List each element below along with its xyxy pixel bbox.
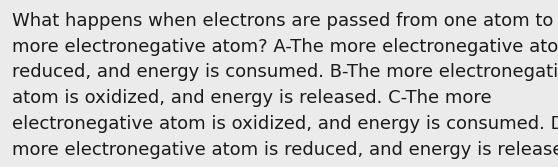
- Text: What happens when electrons are passed from one atom to a: What happens when electrons are passed f…: [12, 12, 558, 30]
- Text: electronegative atom is oxidized, and energy is consumed. D-The: electronegative atom is oxidized, and en…: [12, 115, 558, 133]
- Text: more electronegative atom is reduced, and energy is released.: more electronegative atom is reduced, an…: [12, 141, 558, 159]
- Text: atom is oxidized, and energy is released. C-The more: atom is oxidized, and energy is released…: [12, 89, 492, 107]
- Text: reduced, and energy is consumed. B-The more electronegative: reduced, and energy is consumed. B-The m…: [12, 63, 558, 81]
- Text: more electronegative atom? A-The more electronegative atom is: more electronegative atom? A-The more el…: [12, 38, 558, 56]
